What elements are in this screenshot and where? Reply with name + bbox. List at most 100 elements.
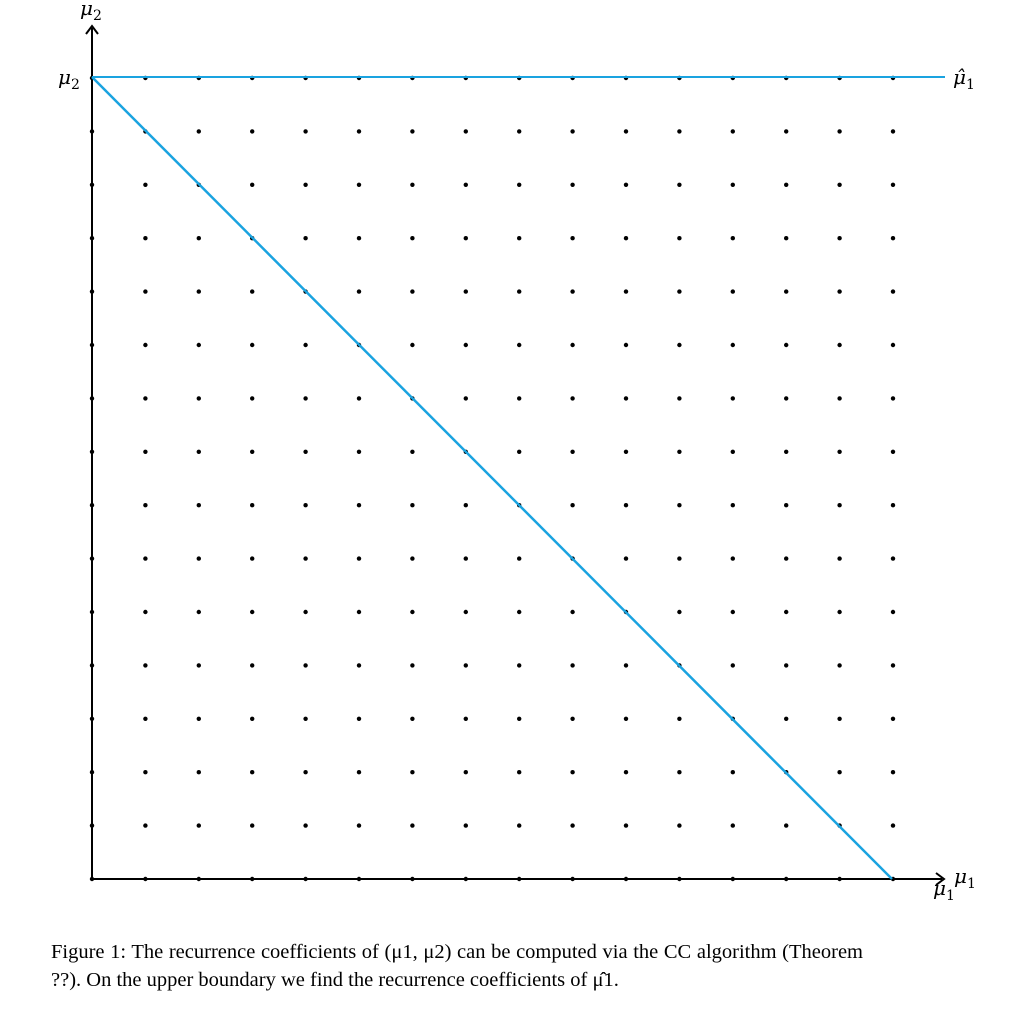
lattice-point: [250, 556, 255, 561]
lattice-point: [570, 449, 575, 454]
lattice-point: [143, 396, 148, 401]
lattice-point: [410, 236, 415, 241]
lattice-point: [677, 449, 682, 454]
lattice-point: [623, 342, 629, 348]
lattice-point: [784, 503, 789, 508]
lattice-point: [463, 503, 468, 508]
lattice-point: [356, 716, 362, 721]
lattice-point: [517, 609, 522, 615]
lattice-point: [196, 396, 201, 401]
lattice-point: [196, 716, 201, 721]
lattice-point: [250, 663, 255, 668]
lattice-point: [196, 663, 201, 668]
lattice-point: [410, 182, 415, 187]
lattice-point: [250, 770, 255, 775]
lattice-point: [837, 129, 842, 134]
lattice-point: [356, 770, 362, 775]
lattice-point: [890, 342, 896, 348]
lattice-point: [730, 182, 735, 187]
lattice-point: [677, 823, 682, 828]
lattice-point: [356, 449, 362, 454]
lattice-point: [837, 716, 842, 721]
lattice-point: [356, 289, 362, 294]
mu-hat-1-label: μ̂1: [953, 65, 975, 93]
lattice-point: [410, 129, 415, 134]
lattice-point: [303, 770, 308, 775]
lattice-point: [463, 182, 468, 187]
lattice-point: [730, 396, 735, 401]
lattice-point: [890, 396, 896, 401]
lattice-point: [356, 609, 362, 615]
lattice-point: [463, 823, 468, 828]
lattice-point: [623, 716, 629, 721]
lattice-point: [517, 449, 522, 454]
lattice-point: [890, 609, 896, 615]
lattice-point: [463, 556, 468, 561]
lattice-point: [196, 770, 201, 775]
lattice-point: [303, 342, 308, 348]
lattice-point: [143, 770, 148, 775]
lattice-point: [196, 503, 201, 508]
lattice-point: [143, 182, 148, 187]
lattice-point: [250, 342, 255, 348]
lattice-point: [410, 342, 415, 348]
lattice-point: [837, 342, 842, 348]
lattice-point: [784, 609, 789, 615]
lattice-point: [623, 770, 629, 775]
lattice-point: [410, 289, 415, 294]
lattice-point: [196, 609, 201, 615]
lattice-point: [677, 716, 682, 721]
lattice-point: [623, 129, 629, 134]
lattice-point: [890, 556, 896, 561]
lattice-point: [196, 236, 201, 241]
lattice-point: [623, 236, 629, 241]
lattice-point: [784, 236, 789, 241]
lattice-point: [784, 716, 789, 721]
lattice-point: [837, 770, 842, 775]
lattice-point: [517, 770, 522, 775]
lattice-point: [570, 236, 575, 241]
lattice-point: [410, 663, 415, 668]
lattice-point: [410, 449, 415, 454]
lattice-point: [837, 663, 842, 668]
lattice-point: [623, 503, 629, 508]
lattice-point: [196, 289, 201, 294]
lattice-point: [250, 823, 255, 828]
lattice-point: [463, 289, 468, 294]
lattice-point: [730, 770, 735, 775]
lattice-point: [410, 716, 415, 721]
lattice-point: [463, 396, 468, 401]
lattice-point: [784, 182, 789, 187]
lattice-point: [143, 556, 148, 561]
lattice-point: [837, 396, 842, 401]
lattice-point: [890, 503, 896, 508]
lattice-point: [143, 609, 148, 615]
lattice-point: [303, 823, 308, 828]
lattice-point: [677, 182, 682, 187]
lattice-point: [196, 342, 201, 348]
lattice-point: [890, 663, 896, 668]
lattice-point: [730, 129, 735, 134]
lattice-point: [303, 182, 308, 187]
lattice-point: [143, 342, 148, 348]
lattice-point: [196, 556, 201, 561]
lattice-point: [517, 396, 522, 401]
lattice-point: [250, 716, 255, 721]
lattice-point: [250, 449, 255, 454]
lattice-point: [143, 449, 148, 454]
lattice-point: [784, 449, 789, 454]
lattice-point: [837, 236, 842, 241]
lattice-point: [303, 556, 308, 561]
lattice-point: [623, 449, 629, 454]
lattice-point: [517, 289, 522, 294]
lattice-point: [410, 503, 415, 508]
lattice-point: [623, 823, 629, 828]
lattice-point: [837, 449, 842, 454]
lattice-point: [570, 823, 575, 828]
lattice-point: [250, 182, 255, 187]
lattice-point: [730, 236, 735, 241]
lattice-points: [89, 75, 896, 882]
lattice-point: [570, 289, 575, 294]
